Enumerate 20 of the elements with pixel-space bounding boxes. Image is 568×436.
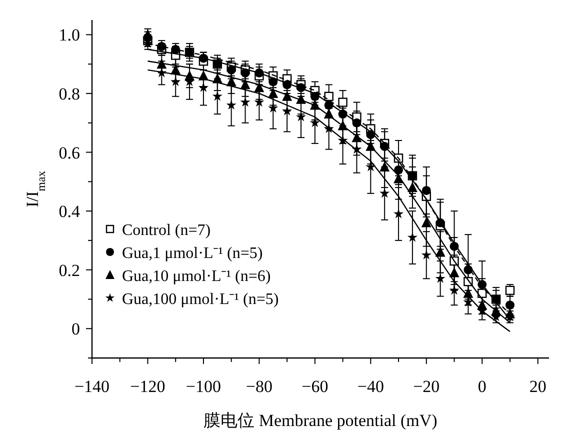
y-tick-label: 1.0 bbox=[58, 26, 80, 45]
y-tick-label: 0.4 bbox=[58, 202, 80, 222]
x-tick-label: −100 bbox=[186, 377, 222, 396]
y-tick-label: 0 bbox=[72, 320, 80, 339]
x-tick-label: −40 bbox=[357, 377, 384, 396]
y-tick-label: 0.2 bbox=[58, 260, 80, 280]
x-tick-label: −60 bbox=[302, 377, 328, 396]
x-tick-label: −80 bbox=[246, 377, 272, 396]
x-tick-label: −120 bbox=[130, 377, 166, 396]
legend-label: Control (n=7) bbox=[122, 222, 211, 239]
legend-label: Gua,1 μmol·L⁻¹ (n=5) bbox=[122, 245, 263, 262]
legend-label: Gua,10 μmol·L⁻¹ (n=6) bbox=[122, 268, 271, 285]
legend-label: Gua,100 μmol·L⁻¹ (n=5) bbox=[122, 291, 279, 308]
x-tick-label: 0 bbox=[478, 377, 486, 396]
x-tick-label: −20 bbox=[413, 377, 440, 396]
x-tick-label: −140 bbox=[74, 377, 110, 396]
x-axis-title: 膜电位 Membrane potential (mV) bbox=[204, 411, 438, 430]
y-tick-label: 0.8 bbox=[58, 84, 80, 104]
y-tick-label: 0.6 bbox=[58, 143, 80, 162]
x-tick-label: 20 bbox=[529, 377, 546, 396]
